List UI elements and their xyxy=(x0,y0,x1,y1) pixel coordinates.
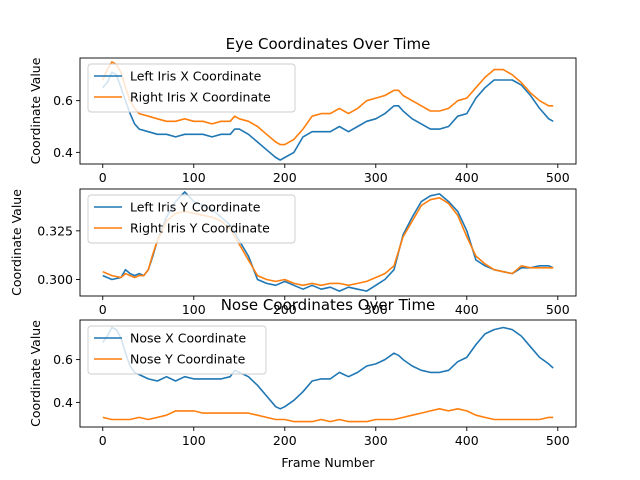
chart-title-1: Eye Coordinates Over Time xyxy=(226,35,431,53)
x-tick-label: 200 xyxy=(273,302,297,317)
x-tick-label: 300 xyxy=(364,302,388,317)
x-tick-label: 200 xyxy=(273,433,297,448)
x-tick-label: 400 xyxy=(455,433,479,448)
chart-panel-2: 0 100 200 300 400 500 0.300 0.325 Coordinate Val… xyxy=(9,188,577,317)
y-axis-label-3: Coordinate Value xyxy=(28,320,43,427)
legend-label-1-2: Right Iris X Coordinate xyxy=(130,90,271,105)
x-tick-label: 200 xyxy=(273,170,297,185)
legend-box-3 xyxy=(87,325,267,375)
y-axis-label-1: Coordinate Value xyxy=(28,57,43,164)
series-line-3-2 xyxy=(102,407,554,423)
legend-box-2 xyxy=(87,194,296,244)
axes-frame-2 xyxy=(79,188,577,297)
series-line-3-1 xyxy=(102,326,554,410)
series-line-2-2 xyxy=(102,197,554,287)
legend-label-3-2: Nose Y Coordinate xyxy=(130,352,246,367)
legend-label-1-1: Left Iris X Coordinate xyxy=(130,69,262,84)
y-tick-label: 0.300 xyxy=(37,272,73,287)
x-tick-label: 500 xyxy=(546,302,570,317)
x-tick-label: 500 xyxy=(546,433,570,448)
x-tick-label: 400 xyxy=(455,302,479,317)
legend-box-1 xyxy=(87,63,296,113)
x-tick-label: 0 xyxy=(99,302,107,317)
y-tick-label: 0.6 xyxy=(53,93,73,108)
chart-panel-1: 0 100 200 300 400 500 0.4 0.6 Coordinate Value Le… xyxy=(28,35,577,185)
x-tick-label: 100 xyxy=(182,433,206,448)
axes-frame-3 xyxy=(79,319,577,428)
x-tick-label: 300 xyxy=(364,433,388,448)
y-tick-label: 0.4 xyxy=(53,395,73,410)
x-tick-label: 100 xyxy=(182,170,206,185)
x-tick-label: 100 xyxy=(182,302,206,317)
y-tick-label: 0.6 xyxy=(53,352,73,367)
legend-label-3-1: Nose X Coordinate xyxy=(130,331,247,346)
chart-title-3: Nose Coordinates Over Time xyxy=(221,296,436,314)
chart-panel-3: 0 100 200 300 400 500 0.4 0.6 Coordinate Value Fr… xyxy=(28,296,577,470)
y-tick-label: 0.4 xyxy=(53,145,73,160)
y-tick-label: 0.325 xyxy=(37,223,73,238)
y-axis-label-2: Coordinate Value xyxy=(9,189,24,296)
x-tick-label: 500 xyxy=(546,170,570,185)
x-tick-label: 300 xyxy=(364,170,388,185)
series-line-1-1 xyxy=(102,71,554,161)
legend-label-2-2: Right Iris Y Coordinate xyxy=(130,221,270,236)
axes-frame-1 xyxy=(79,57,577,165)
x-axis-label: Frame Number xyxy=(281,455,375,470)
legend-label-2-1: Left Iris Y Coordinate xyxy=(130,200,261,215)
x-tick-label: 0 xyxy=(99,170,107,185)
x-tick-label: 0 xyxy=(99,433,107,448)
series-line-1-2 xyxy=(102,61,554,146)
x-tick-label: 400 xyxy=(455,170,479,185)
